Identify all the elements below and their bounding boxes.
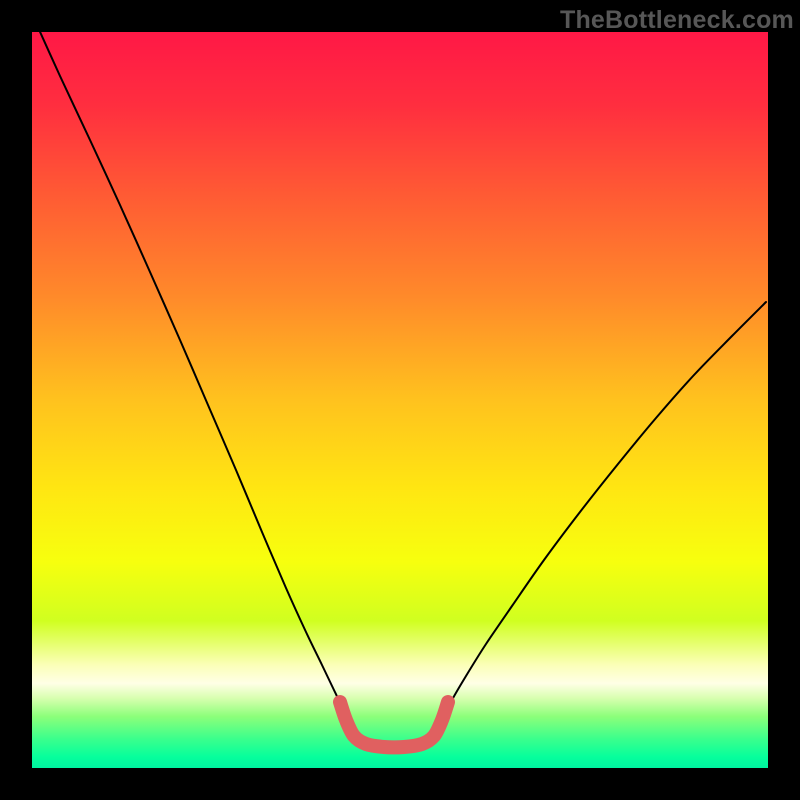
chart-container: TheBottleneck.com <box>0 0 800 800</box>
gradient-background <box>32 32 768 768</box>
plot-svg <box>0 0 800 800</box>
watermark: TheBottleneck.com <box>560 6 794 35</box>
plot-area <box>0 0 800 800</box>
